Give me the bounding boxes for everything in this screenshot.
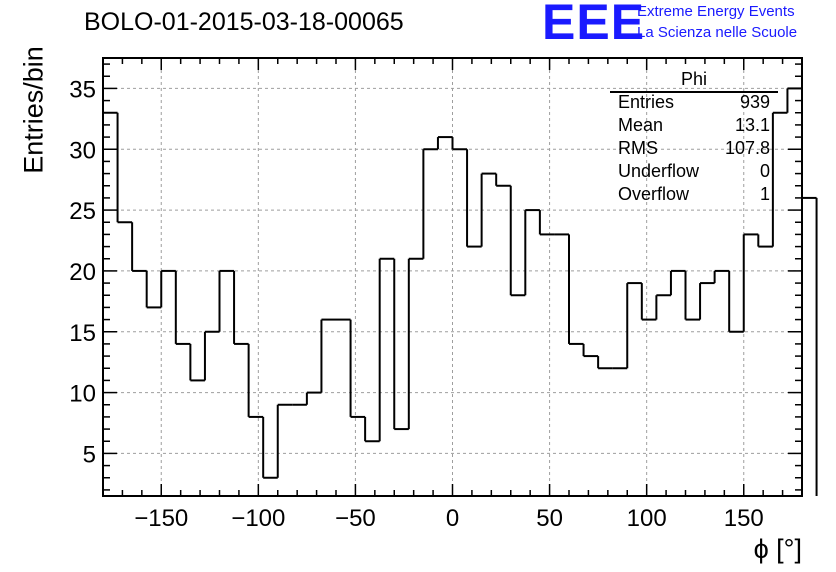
stats-key: Entries bbox=[618, 92, 675, 112]
y-tick-label: 15 bbox=[69, 320, 96, 347]
stats-row-entries: Entries 939 bbox=[618, 92, 770, 114]
stats-row-mean: Mean 13.1 bbox=[618, 115, 770, 137]
logo-line-1: Extreme Energy Events bbox=[637, 3, 795, 20]
stats-row-underflow: Underflow 0 bbox=[618, 161, 770, 183]
stats-divider bbox=[610, 91, 778, 93]
x-tick-label: 0 bbox=[446, 505, 459, 532]
stats-row-overflow: Overflow 1 bbox=[618, 184, 770, 206]
logo-line-2: La Scienza nelle Scuole bbox=[637, 24, 798, 41]
x-tick-label: 150 bbox=[724, 505, 764, 532]
stats-value: 0 bbox=[759, 161, 770, 181]
y-tick-label: 20 bbox=[69, 259, 96, 286]
stats-row-rms: RMS 107.8 bbox=[618, 138, 770, 160]
run-title: BOLO-01-2015-03-18-00065 bbox=[84, 8, 404, 36]
y-tick-label: 30 bbox=[69, 137, 96, 164]
stats-key: Underflow bbox=[618, 161, 700, 181]
eee-logo: EEE Extreme Energy Events La Scienza nel… bbox=[542, 0, 832, 50]
x-tick-label: −150 bbox=[134, 505, 188, 532]
stats-value: 13.1 bbox=[734, 115, 770, 135]
stats-key: Mean bbox=[618, 115, 664, 135]
stats-value: 939 bbox=[739, 92, 770, 112]
y-tick-label: 5 bbox=[83, 441, 96, 468]
x-axis-label: ϕ [°] bbox=[753, 534, 802, 564]
stats-value: 1 bbox=[759, 184, 770, 204]
x-tick-label: 50 bbox=[536, 505, 563, 532]
stats-key: Overflow bbox=[618, 184, 690, 204]
stats-title: Phi bbox=[680, 69, 707, 89]
stats-key: RMS bbox=[618, 138, 658, 158]
x-tick-label: −50 bbox=[335, 505, 376, 532]
x-tick-label: −100 bbox=[231, 505, 285, 532]
y-tick-label: 10 bbox=[69, 381, 96, 408]
eee-logo-mark: EEE bbox=[542, 0, 646, 50]
x-tick-label: 100 bbox=[627, 505, 667, 532]
y-tick-label: 35 bbox=[69, 76, 96, 103]
y-axis-label: Entries/bin bbox=[18, 46, 49, 174]
y-tick-label: 25 bbox=[69, 198, 96, 225]
stats-value: 107.8 bbox=[724, 138, 770, 158]
